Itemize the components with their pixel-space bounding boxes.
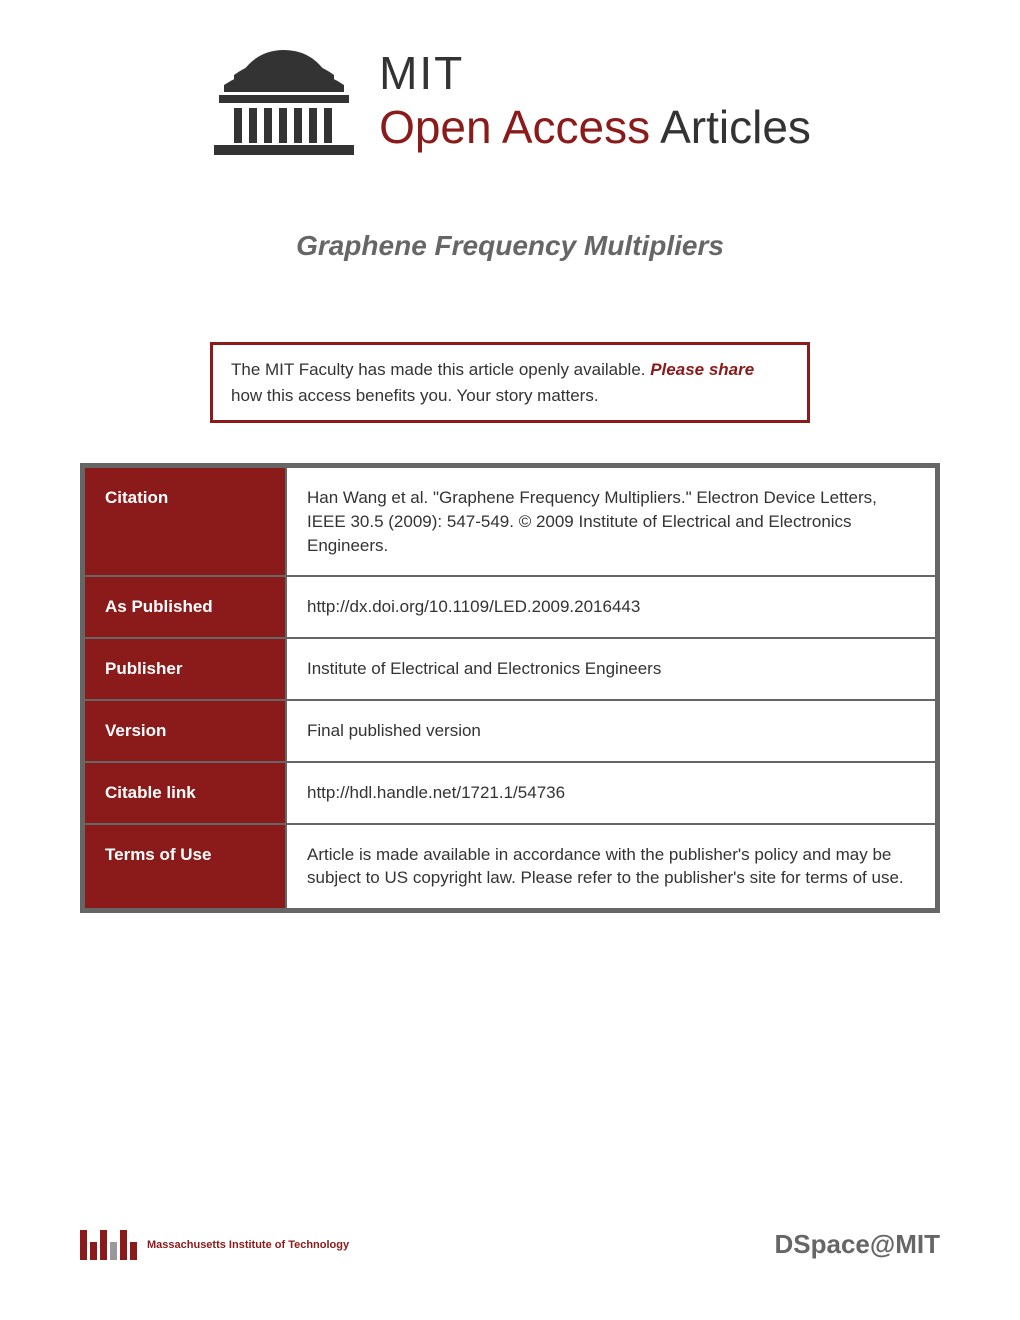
table-row: Citation Han Wang et al. "Graphene Frequ…	[85, 468, 935, 575]
logo-line2: Open Access Articles	[379, 100, 811, 154]
publisher-label: Publisher	[85, 639, 285, 699]
version-label: Version	[85, 701, 285, 761]
table-row: Version Final published version	[85, 701, 935, 761]
version-value: Final published version	[287, 701, 935, 761]
logo-text: MIT Open Access Articles	[379, 46, 811, 154]
table-row: As Published http://dx.doi.org/10.1109/L…	[85, 577, 935, 637]
share-box: The MIT Faculty has made this article op…	[210, 342, 810, 423]
citation-label: Citation	[85, 468, 285, 575]
terms-value: Article is made available in accordance …	[287, 825, 935, 909]
logo-open-access: Open Access	[379, 100, 650, 154]
please-share-link[interactable]: Please share	[650, 360, 754, 379]
article-title: Graphene Frequency Multipliers	[0, 230, 1020, 262]
table-row: Citable link http://hdl.handle.net/1721.…	[85, 763, 935, 823]
mit-footer-logo: Massachusetts Institute of Technology	[80, 1230, 349, 1260]
metadata-table: Citation Han Wang et al. "Graphene Frequ…	[80, 463, 940, 913]
as-published-label: As Published	[85, 577, 285, 637]
header-logo: MIT Open Access Articles	[0, 0, 1020, 160]
as-published-value[interactable]: http://dx.doi.org/10.1109/LED.2009.20164…	[287, 577, 935, 637]
citation-value: Han Wang et al. "Graphene Frequency Mult…	[287, 468, 935, 575]
logo-mit-text: MIT	[379, 46, 811, 100]
footer: Massachusetts Institute of Technology DS…	[80, 1229, 940, 1260]
dome-icon	[209, 40, 359, 160]
terms-label: Terms of Use	[85, 825, 285, 909]
publisher-value: Institute of Electrical and Electronics …	[287, 639, 935, 699]
citable-link-value[interactable]: http://hdl.handle.net/1721.1/54736	[287, 763, 935, 823]
mit-bars-icon	[80, 1230, 137, 1260]
table-row: Publisher Institute of Electrical and El…	[85, 639, 935, 699]
mit-footer-text: Massachusetts Institute of Technology	[147, 1239, 349, 1251]
share-text-after: how this access benefits you. Your story…	[231, 386, 599, 405]
citable-link-label: Citable link	[85, 763, 285, 823]
share-text-before: The MIT Faculty has made this article op…	[231, 360, 650, 379]
logo-articles: Articles	[660, 100, 811, 154]
dspace-text: DSpace@MIT	[775, 1229, 941, 1260]
table-row: Terms of Use Article is made available i…	[85, 825, 935, 909]
